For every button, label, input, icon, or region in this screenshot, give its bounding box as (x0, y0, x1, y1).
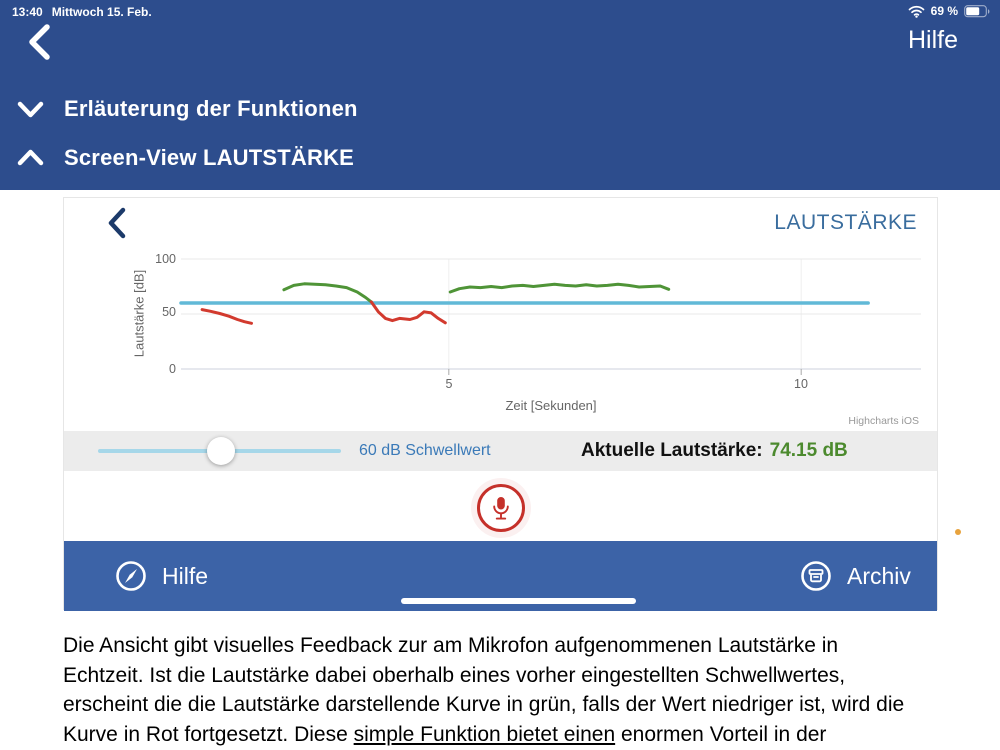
description-underlined-text: simple Funktion bietet einen (353, 722, 616, 746)
mic-button[interactable] (477, 484, 525, 532)
highcharts-credit: Highcharts iOS (848, 415, 919, 427)
description-text: Die Ansicht gibt visuelles Feedback zur … (63, 631, 953, 749)
current-volume-value: 74.15 dB (769, 440, 848, 461)
tab-hilfe-label: Hilfe (162, 562, 209, 589)
x-tick-10: 10 (794, 377, 808, 391)
status-date: Mittwoch 15. Feb. (51, 5, 152, 19)
volume-chart (179, 258, 921, 375)
top-banner: 13:40 Mittwoch 15. Feb. 69 % (0, 0, 1000, 190)
description-line: Kurve in Rot fortgesetzt. Diese simple F… (63, 720, 953, 750)
orange-indicator-dot (955, 529, 961, 535)
card-back-button[interactable] (106, 206, 128, 245)
y-tick-0: 0 (169, 362, 176, 376)
description-line: erscheint die die Lautstärke darstellend… (63, 693, 905, 716)
volume-slider-thumb[interactable] (207, 437, 235, 465)
current-volume: Aktuelle Lautstärke: 74.15 dB (581, 440, 848, 462)
tab-bar: Hilfe Archiv (64, 541, 937, 611)
current-volume-label: Aktuelle Lautstärke: (581, 440, 763, 461)
help-button[interactable]: Hilfe (907, 26, 958, 54)
accordion-item-erlaeuterung[interactable]: Erläuterung der Funktionen (16, 96, 358, 122)
accordion-label: Screen-View LAUTSTÄRKE (64, 145, 355, 170)
threshold-strip: 60 dB Schwellwert Aktuelle Lautstärke: 74… (64, 431, 937, 471)
back-chevron-icon (29, 24, 50, 60)
screenshot-card: LAUTSTÄRKE Lautstärke [dB] 100 50 0 5 10… (63, 197, 938, 611)
description-line: Die Ansicht gibt visuelles Feedback zur … (63, 634, 839, 657)
archive-icon (801, 561, 831, 591)
chevron-up-icon (17, 149, 44, 166)
x-tick-5: 5 (445, 377, 453, 391)
x-axis-label: Zeit [Sekunden] (505, 398, 597, 413)
tab-archiv[interactable]: Archiv (799, 541, 911, 611)
tab-hilfe[interactable]: Hilfe (114, 541, 208, 611)
y-tick-100: 100 (155, 252, 176, 266)
threshold-label: 60 dB Schwellwert (359, 442, 491, 459)
status-bar: 13:40 Mittwoch 15. Feb. 69 % (0, 0, 1000, 24)
card-title: LAUTSTÄRKE (774, 211, 917, 234)
accordion-label: Erläuterung der Funktionen (64, 96, 358, 121)
status-time: 13:40 (12, 5, 43, 19)
compass-icon (116, 561, 146, 591)
tab-archiv-label: Archiv (847, 562, 911, 589)
status-right: 69 % (908, 4, 990, 18)
y-tick-50: 50 (162, 305, 176, 319)
description-text-part: enormen Vorteil in der (615, 722, 827, 746)
wifi-icon (908, 5, 924, 18)
home-indicator (401, 598, 636, 604)
battery-icon (964, 4, 990, 17)
status-left: 13:40 Mittwoch 15. Feb. (12, 5, 152, 19)
chevron-down-icon (17, 101, 44, 118)
description-line: Echtzeit. Ist die Lautstärke dabei oberh… (63, 663, 846, 687)
battery-percent: 69 % (930, 4, 958, 18)
card-back-chevron-icon (108, 207, 126, 239)
back-button[interactable] (26, 22, 54, 67)
accordion-item-screenview[interactable]: Screen-View LAUTSTÄRKE (16, 145, 354, 171)
microphone-icon (493, 496, 509, 520)
description-text-part: Kurve in Rot fortgesetzt. Diese (63, 722, 354, 746)
